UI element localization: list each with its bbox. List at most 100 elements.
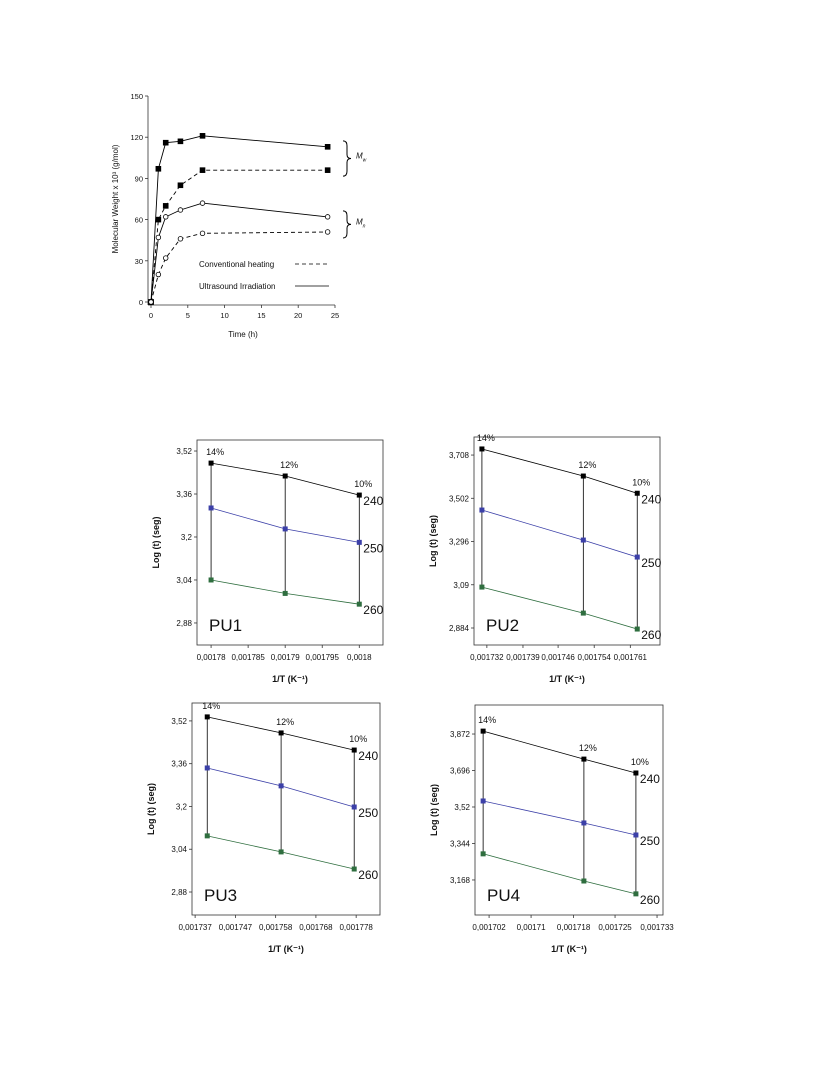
panel-label: PU2	[486, 616, 519, 635]
marker	[324, 167, 331, 173]
marker	[356, 601, 362, 607]
marker	[278, 730, 284, 736]
point-label: 10%	[631, 757, 649, 767]
series-label: 240	[640, 772, 660, 786]
y-axis-label: Log (t) (seg)	[146, 783, 156, 835]
series-line	[150, 231, 328, 303]
annotation: Mw	[356, 151, 367, 163]
y-tick-label: 3,36	[176, 490, 192, 499]
y-tick-label: 3,52	[176, 447, 192, 456]
point-label: 14%	[202, 701, 220, 711]
x-axis-label: 1/T (K⁻¹)	[268, 944, 304, 954]
marker	[324, 214, 331, 220]
point-label: 12%	[280, 460, 298, 470]
marker	[278, 849, 284, 855]
series-label: 260	[641, 628, 661, 642]
y-tick-label: 3,696	[450, 767, 471, 776]
y-tick-label: 3,344	[450, 839, 471, 848]
marker	[204, 833, 210, 839]
y-tick-label: 150	[130, 92, 143, 101]
y-tick-label: 3,52	[454, 803, 470, 812]
annotation: Mn	[356, 217, 366, 229]
point-label: 10%	[354, 479, 372, 489]
x-tick-label: 0,0018	[347, 653, 372, 662]
annotation-sub: w	[363, 157, 367, 163]
y-tick-label: 0	[139, 298, 143, 307]
series-label: 260	[358, 868, 378, 882]
series-label: 250	[641, 556, 661, 570]
marker	[177, 207, 184, 213]
marker	[177, 138, 184, 145]
plot-frame	[196, 439, 384, 646]
marker	[480, 798, 486, 804]
marker	[324, 144, 331, 150]
y-tick-label: 3,2	[176, 802, 188, 811]
marker	[580, 473, 586, 479]
x-tick-label: 0,001761	[614, 653, 648, 662]
marker	[282, 526, 288, 532]
y-tick-label: 3,52	[171, 717, 187, 726]
y-tick-label: 2,88	[171, 888, 187, 897]
y-tick-label: 30	[135, 257, 143, 266]
x-axis-label: 1/T (K⁻¹)	[551, 944, 587, 954]
series-label: 250	[363, 541, 383, 555]
y-axis-label: Log (t) (seg)	[429, 784, 439, 836]
marker	[282, 473, 288, 479]
x-tick-label: 0,001754	[578, 653, 612, 662]
point-label: 12%	[578, 460, 596, 470]
x-tick-label: 20	[294, 311, 302, 320]
marker	[282, 590, 288, 596]
marker	[634, 490, 640, 496]
point-label: 12%	[579, 743, 597, 753]
y-tick-label: 2,884	[449, 624, 470, 633]
panel-label: PU1	[209, 616, 242, 635]
x-tick-label: 15	[257, 311, 265, 320]
marker	[208, 505, 214, 511]
x-axis-label: 1/T (K⁻¹)	[549, 674, 585, 684]
legend-label: Conventional heating	[199, 260, 274, 269]
annotation-text: M	[356, 217, 363, 226]
x-tick-label: 0,001702	[472, 923, 506, 932]
marker	[479, 507, 485, 513]
marker	[155, 216, 162, 223]
x-tick-label: 10	[220, 311, 228, 320]
marker	[479, 446, 485, 452]
marker	[155, 234, 162, 241]
y-tick-label: 3,36	[171, 760, 187, 769]
x-tick-label: 0	[149, 311, 153, 320]
plot-frame	[474, 704, 664, 916]
panel-label: PU3	[204, 886, 237, 905]
marker	[580, 610, 586, 616]
marker	[324, 229, 331, 235]
x-tick-label: 0,001758	[259, 923, 293, 932]
x-tick-label: 0,001746	[541, 653, 575, 662]
point-label: 14%	[477, 433, 495, 443]
x-tick-label: 0,001778	[339, 923, 373, 932]
annotation-text: M	[356, 151, 363, 160]
marker	[581, 878, 587, 884]
marker	[199, 133, 206, 139]
x-axis-label: Time (h)	[228, 330, 258, 339]
annotation-sub: n	[363, 223, 366, 229]
x-axis-label: 1/T (K⁻¹)	[272, 674, 308, 684]
point-label: 10%	[632, 477, 650, 487]
point-label: 14%	[206, 447, 224, 457]
x-tick-label: 0,001768	[299, 923, 333, 932]
marker	[155, 271, 162, 278]
point-label: 10%	[349, 734, 367, 744]
marker	[480, 851, 486, 857]
y-tick-label: 3,708	[449, 451, 470, 460]
y-axis-label: Log (t) (seg)	[428, 515, 438, 567]
marker	[208, 460, 214, 466]
brace	[342, 210, 352, 239]
y-tick-label: 90	[135, 174, 143, 183]
y-tick-label: 2,88	[176, 619, 192, 628]
marker	[581, 820, 587, 826]
marker	[581, 756, 587, 762]
y-axis-label: Log (t) (seg)	[151, 517, 161, 569]
marker	[199, 200, 206, 206]
y-tick-label: 3,04	[171, 845, 187, 854]
x-tick-label: 0,001725	[598, 923, 632, 932]
marker	[351, 804, 357, 810]
